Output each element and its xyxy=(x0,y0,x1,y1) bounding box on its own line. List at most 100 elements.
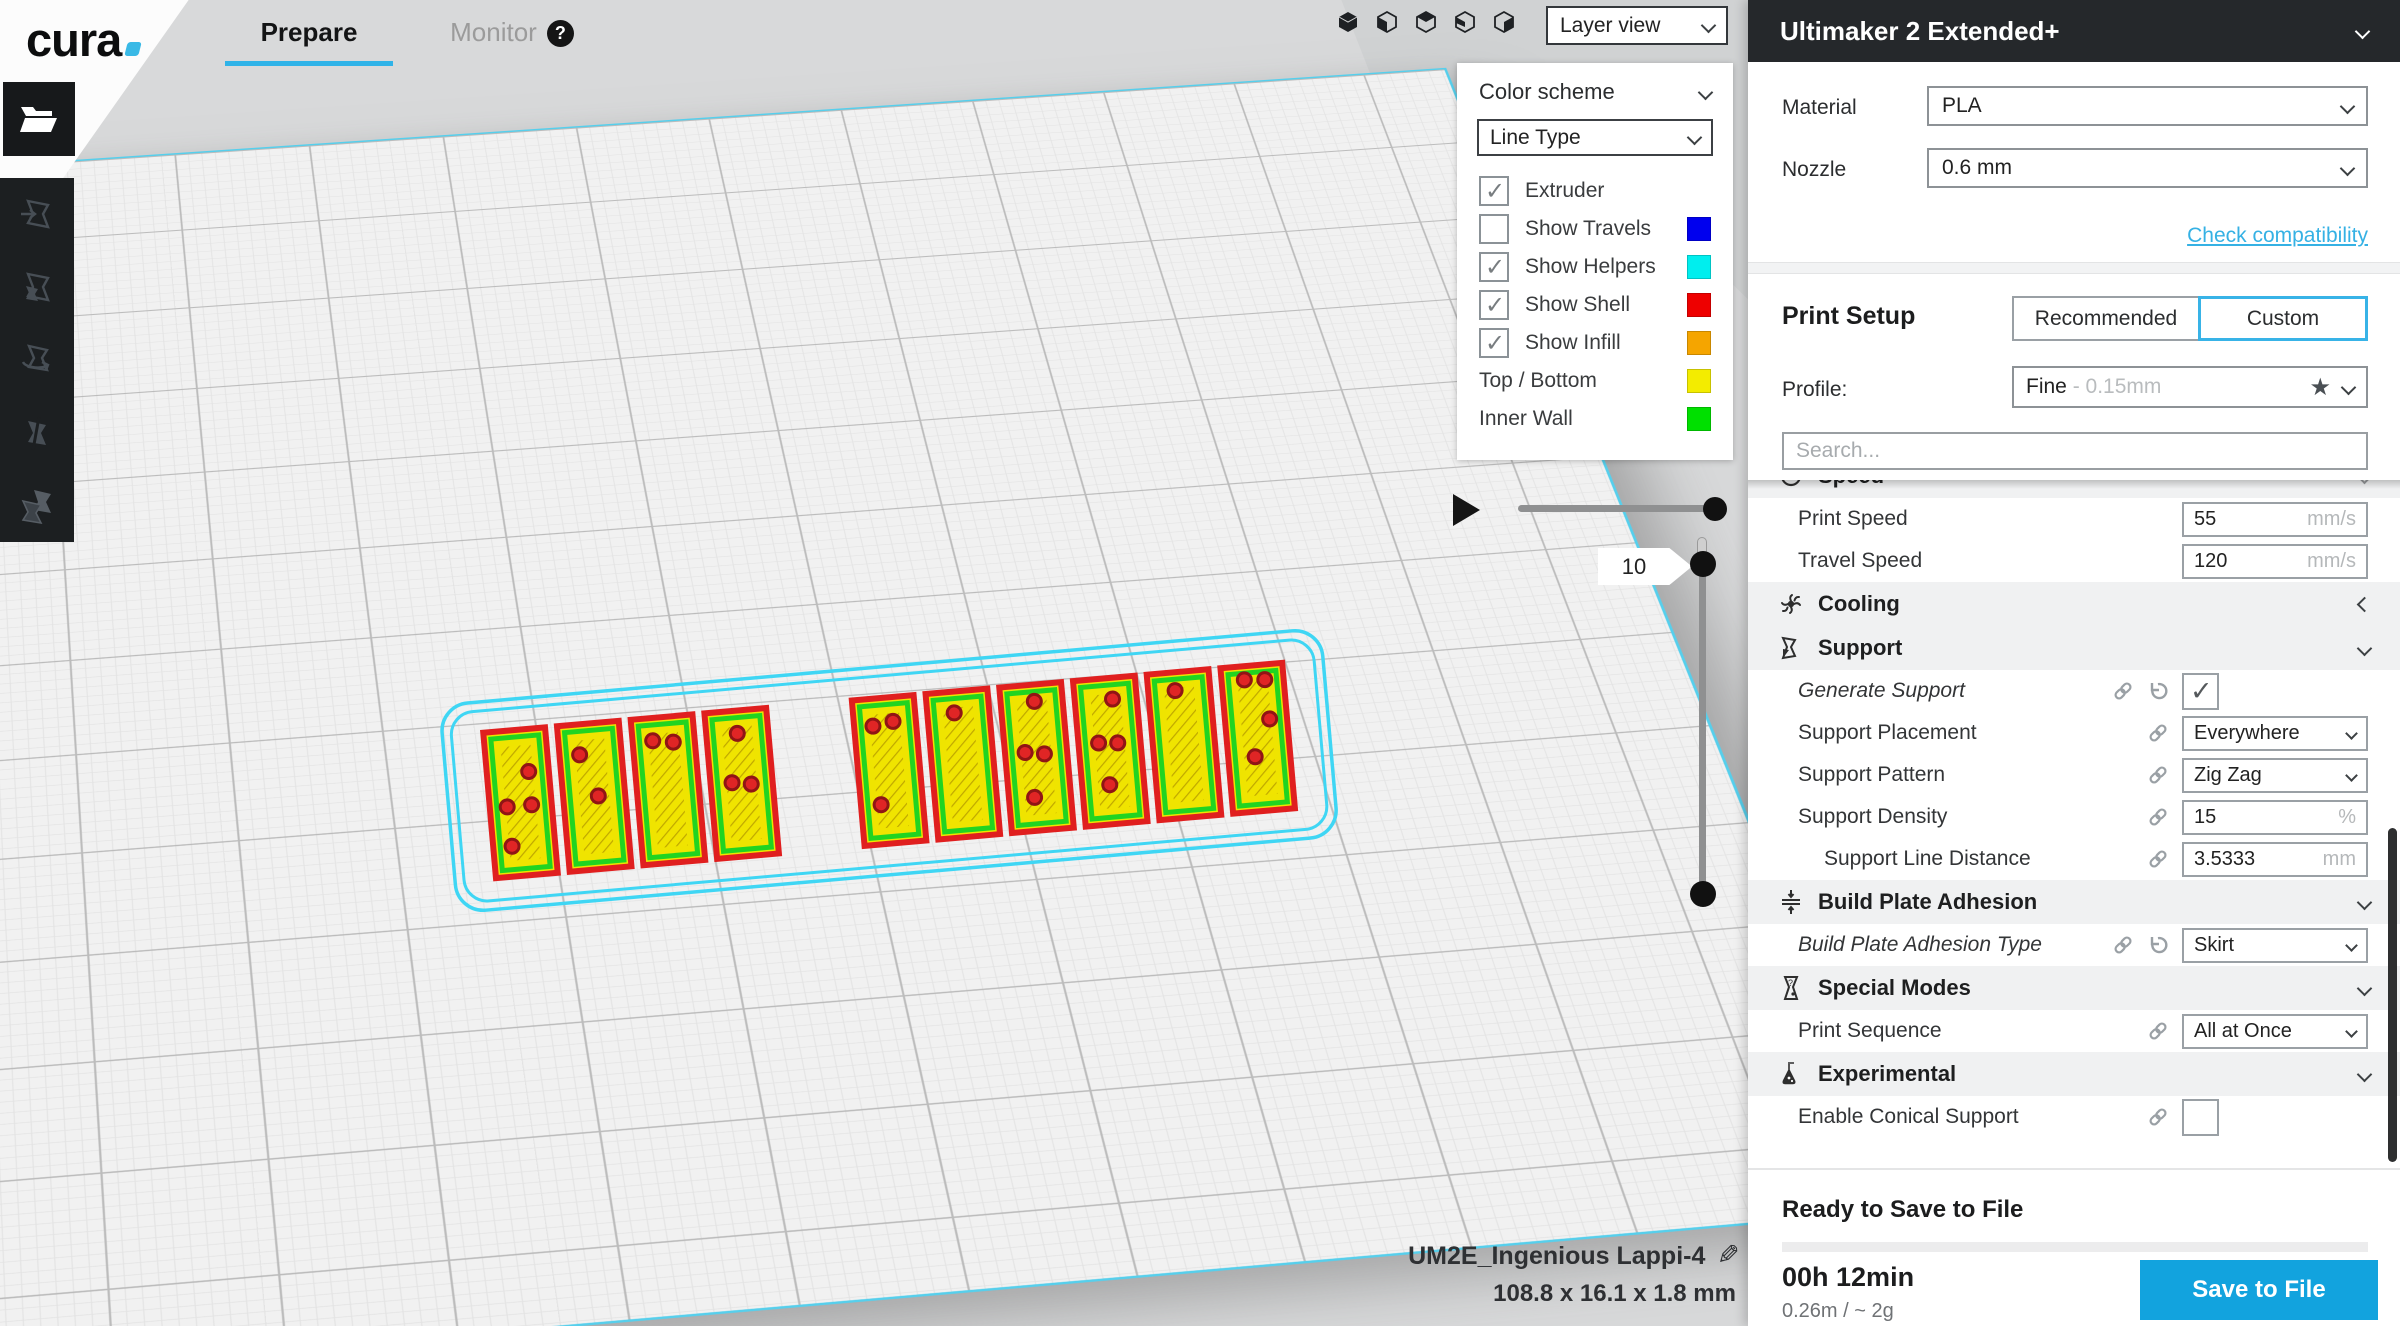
legend-row-extruder: ✓ Extruder xyxy=(1457,172,1733,210)
machine-selector[interactable]: Ultimaker 2 Extended+ xyxy=(1748,0,2400,62)
print-speed-field[interactable]: 55 mm/s xyxy=(2182,501,2368,537)
show-helpers-checkbox[interactable]: ✓ xyxy=(1479,252,1509,282)
support-placement-dropdown[interactable]: Everywhere xyxy=(2182,715,2368,751)
per-model-settings-button[interactable] xyxy=(0,469,74,542)
link-icon[interactable] xyxy=(2147,764,2169,786)
layer-slider-track[interactable] xyxy=(1699,560,1706,898)
chevron-down-icon xyxy=(2345,1024,2358,1038)
show-travels-checkbox[interactable]: ✓ xyxy=(1479,214,1509,244)
profile-dropdown[interactable]: Fine - 0.15mm ★ xyxy=(2012,366,2368,408)
view-3d-icon[interactable] xyxy=(1335,9,1361,35)
legend-row-top-bottom: Top / Bottom xyxy=(1457,362,1733,400)
simulation-slider-handle[interactable] xyxy=(1703,497,1727,521)
top-bottom-color-swatch xyxy=(1687,369,1711,393)
cura-logo: cura xyxy=(26,12,143,67)
custom-mode-button[interactable]: Custom xyxy=(2198,296,2368,341)
tab-prepare[interactable]: Prepare xyxy=(225,0,393,66)
layer-slider-bottom-handle[interactable] xyxy=(1690,881,1716,907)
section-special-modes[interactable]: ? Special Modes xyxy=(1748,966,2400,1010)
scale-icon xyxy=(26,272,50,302)
chevron-down-icon xyxy=(2356,980,2373,996)
open-folder-icon xyxy=(20,107,57,132)
setting-support-placement: Support Placement Everywhere xyxy=(1748,712,2400,754)
star-icon[interactable]: ★ xyxy=(2309,373,2331,401)
chevron-down-icon xyxy=(2339,160,2356,176)
setting-label: Print Speed xyxy=(1798,507,1908,530)
setting-label: Enable Conical Support xyxy=(1798,1105,2019,1128)
color-scheme-panel: Color scheme Line Type ✓ Extruder ✓ Show… xyxy=(1457,63,1733,460)
viewport-3d[interactable]: cura Prepare Monitor? Layer view xyxy=(0,0,1748,1326)
skirt-outline-outer xyxy=(440,628,1338,913)
revert-icon[interactable] xyxy=(2147,934,2169,956)
profile-detail: - 0.15mm xyxy=(2066,375,2162,398)
settings-scrollbar[interactable] xyxy=(2388,828,2397,1162)
play-simulation-button[interactable] xyxy=(1453,494,1480,526)
rename-pencil-icon[interactable]: ✎ xyxy=(1717,1240,1740,1270)
save-to-file-button[interactable]: Save to File xyxy=(2140,1260,2378,1320)
check-compatibility-link[interactable]: Check compatibility xyxy=(2187,224,2368,247)
domino-tiles[interactable] xyxy=(480,659,1299,882)
view-right-icon[interactable] xyxy=(1491,9,1517,35)
rotate-tool-button[interactable] xyxy=(0,324,74,397)
section-speed[interactable]: Speed xyxy=(1748,480,2400,498)
chevron-down-icon[interactable] xyxy=(1697,84,1714,100)
print-sequence-dropdown[interactable]: All at Once xyxy=(2182,1013,2368,1049)
link-icon[interactable] xyxy=(2147,848,2169,870)
revert-icon[interactable] xyxy=(2147,680,2169,702)
setting-enable-conical-support: Enable Conical Support ✓ xyxy=(1748,1096,2400,1138)
show-infill-checkbox[interactable]: ✓ xyxy=(1479,328,1509,358)
nozzle-dropdown[interactable]: 0.6 mm xyxy=(1927,148,2368,188)
show-shell-checkbox[interactable]: ✓ xyxy=(1479,290,1509,320)
output-footer: Ready to Save to File 00h 12min 0.26m / … xyxy=(1748,1168,2400,1326)
logo-dot xyxy=(124,42,143,56)
section-experimental[interactable]: Experimental xyxy=(1748,1052,2400,1096)
setting-label: Generate Support xyxy=(1798,679,1965,702)
support-pattern-dropdown[interactable]: Zig Zag xyxy=(2182,757,2368,793)
tool-sidebar xyxy=(0,178,74,542)
help-icon[interactable]: ? xyxy=(546,20,574,47)
move-tool-button[interactable] xyxy=(0,178,74,251)
link-icon[interactable] xyxy=(2147,1020,2169,1042)
link-icon[interactable] xyxy=(2147,1106,2169,1128)
travel-speed-field[interactable]: 120 mm/s xyxy=(2182,543,2368,579)
legend-label: Top / Bottom xyxy=(1479,369,1597,392)
layer-slider-top-handle[interactable] xyxy=(1690,551,1716,577)
section-build-plate-adhesion[interactable]: Build Plate Adhesion xyxy=(1748,880,2400,924)
recommended-mode-button[interactable]: Recommended xyxy=(2012,296,2200,341)
setting-label: Support Density xyxy=(1798,805,1948,828)
adhesion-type-dropdown[interactable]: Skirt xyxy=(2182,927,2368,963)
scale-tool-button[interactable] xyxy=(0,251,74,324)
view-left-icon[interactable] xyxy=(1452,9,1478,35)
extruder-checkbox[interactable]: ✓ xyxy=(1479,176,1509,206)
section-support[interactable]: Support xyxy=(1748,626,2400,670)
chevron-down-icon xyxy=(2340,379,2357,395)
mirror-tool-button[interactable] xyxy=(0,396,74,469)
profile-value: Fine xyxy=(2026,375,2067,398)
view-top-icon[interactable] xyxy=(1413,9,1439,35)
link-icon[interactable] xyxy=(2147,722,2169,744)
legend-row-show-helpers: ✓ Show Helpers xyxy=(1457,248,1733,286)
material-dropdown[interactable]: PLA xyxy=(1927,86,2368,126)
color-scheme-title: Color scheme xyxy=(1479,79,1615,104)
support-line-distance-field[interactable]: 3.5333 mm xyxy=(2182,841,2368,877)
sliced-model[interactable] xyxy=(420,610,1400,990)
enable-conical-support-checkbox[interactable]: ✓ xyxy=(2182,1098,2219,1136)
section-label: Special Modes xyxy=(1818,975,1971,1000)
link-icon[interactable] xyxy=(2112,680,2134,702)
support-density-field[interactable]: 15% xyxy=(2182,799,2368,835)
open-file-button[interactable] xyxy=(3,82,75,156)
settings-search-input[interactable] xyxy=(1782,432,2368,470)
layer-number-flag: 10 xyxy=(1598,548,1692,585)
tab-monitor[interactable]: Monitor? xyxy=(412,0,612,66)
color-scheme-dropdown[interactable]: Line Type xyxy=(1477,119,1713,156)
section-cooling[interactable]: Cooling xyxy=(1748,582,2400,626)
simulation-slider-track[interactable] xyxy=(1518,505,1723,512)
inner-wall-color-swatch xyxy=(1687,407,1711,431)
legend-row-show-travels: ✓ Show Travels xyxy=(1457,210,1733,248)
link-icon[interactable] xyxy=(2112,934,2134,956)
view-front-icon[interactable] xyxy=(1374,9,1400,35)
view-mode-dropdown[interactable]: Layer view xyxy=(1546,6,1728,45)
link-icon[interactable] xyxy=(2147,806,2169,828)
generate-support-checkbox[interactable]: ✓ xyxy=(2182,672,2219,710)
